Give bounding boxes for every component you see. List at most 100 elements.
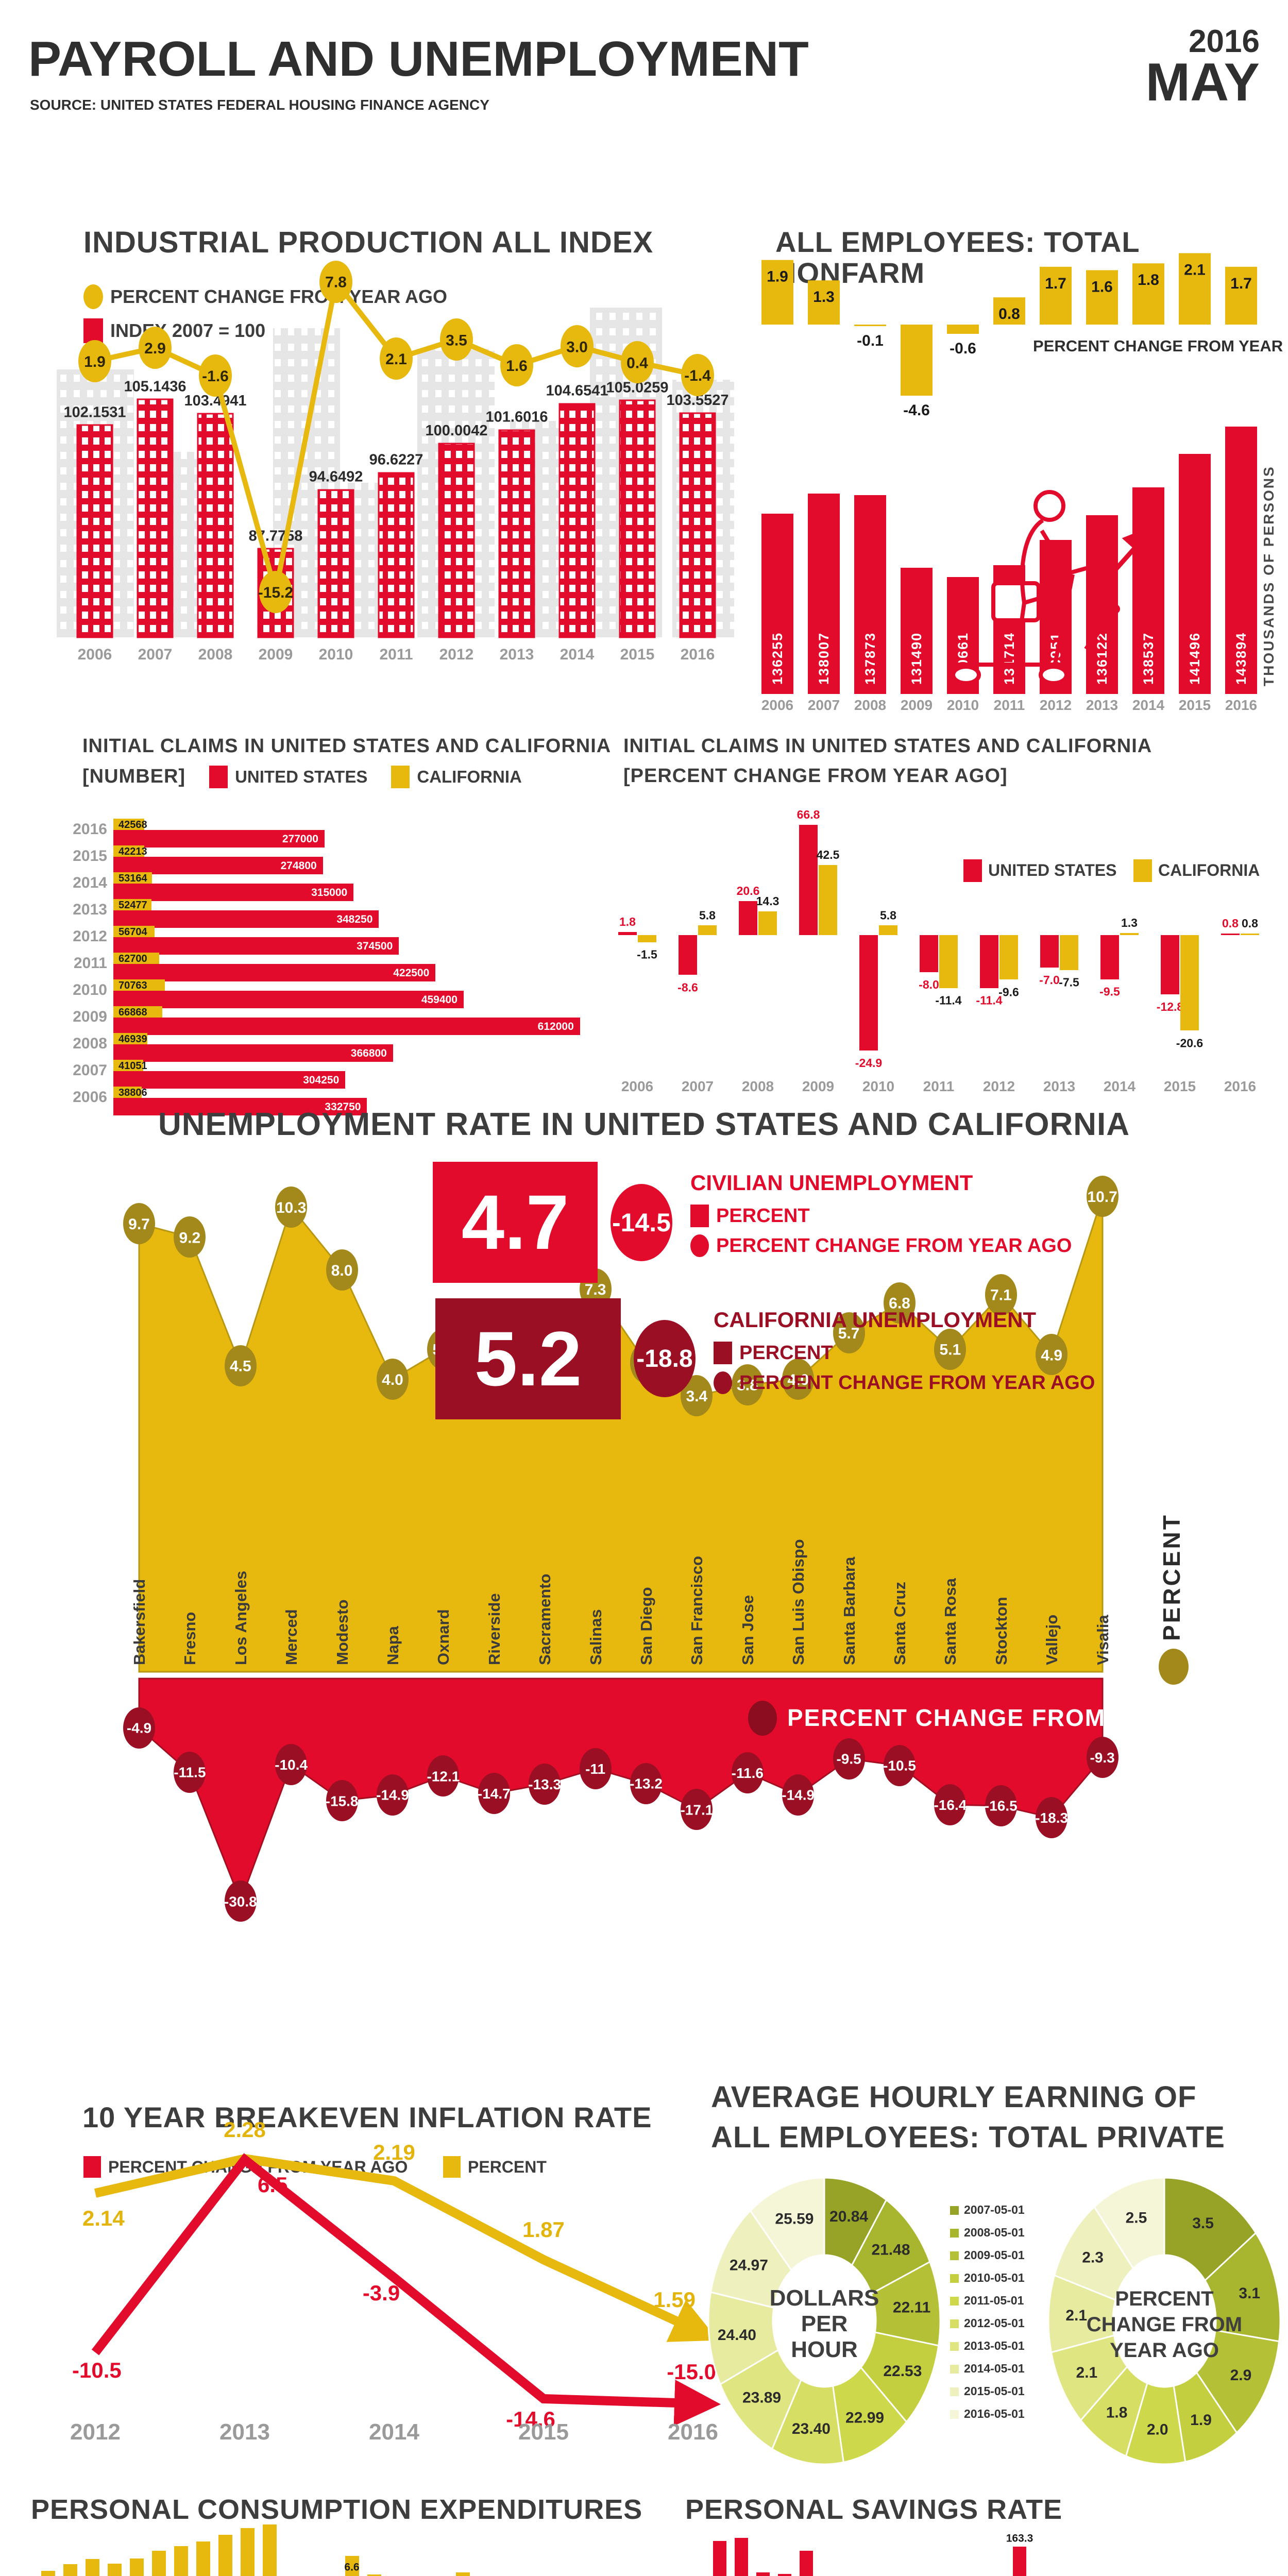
value-label: 2014-05-01	[964, 2362, 1025, 2375]
bar-value-label: 136122	[1094, 632, 1110, 685]
value-label: -9.5	[836, 1751, 861, 1767]
percent-bubble	[1087, 1176, 1118, 1217]
value-label: 2010	[947, 697, 979, 713]
value-label: 101.6016	[486, 409, 548, 426]
us-bar	[113, 830, 325, 848]
billions-bar	[218, 2535, 232, 2576]
value-label: 2012	[70, 2419, 121, 2445]
value-label: -0.1	[857, 332, 884, 349]
ca-bar	[113, 1060, 143, 1071]
pct-change-bubble	[478, 1773, 510, 1814]
pct-change-bubble	[123, 1707, 155, 1749]
value-label: 2013-05-01	[964, 2339, 1025, 2352]
earnings-donut-charts: 20.84 21.48 22.11 22.53 22.99 23.40 23.89 24.40…	[680, 2164, 1288, 2499]
value-label: 2013	[1043, 1078, 1075, 1094]
value-label: PERCENT	[1115, 2287, 1213, 2310]
breakeven-legend-gold: PERCENT	[443, 2156, 547, 2178]
percent-bubble	[833, 1312, 865, 1353]
value-label: -9.5	[1099, 985, 1120, 998]
claims-pct-title1: INITIAL CLAIMS IN UNITED STATES AND CALI…	[623, 735, 1153, 757]
value-label: -15.8	[326, 1793, 359, 1809]
value-label: -12.1	[427, 1768, 460, 1784]
value-label: 1.59	[653, 2287, 696, 2312]
donut-slice	[707, 2291, 779, 2385]
percent-bubble	[225, 1345, 257, 1386]
percent-axis-icon	[1159, 1649, 1189, 1685]
page-source: SOURCE: UNITED STATES FEDERAL HOUSING FI…	[30, 97, 489, 113]
value-label: 9.7	[128, 1216, 150, 1233]
ca-bar	[113, 979, 165, 991]
legend-swatch	[950, 2206, 959, 2215]
value-label: -11.4	[935, 994, 961, 1007]
value-label: 4.5	[230, 1358, 251, 1375]
value-label: 2012	[983, 1078, 1015, 1094]
industrial-legend-bar: INDEX 2007 = 100	[83, 318, 265, 343]
pct-bar	[1100, 935, 1119, 979]
value-label: UNITED STATES	[988, 861, 1116, 879]
value-label: 2012	[439, 646, 474, 663]
value-label: 3.5	[446, 332, 467, 349]
percent-bar	[800, 2551, 813, 2576]
savings-title: PERSONAL SAVINGS RATE	[685, 2494, 1063, 2525]
value-label: 277000	[282, 833, 318, 845]
savings-charts: 3.220063.020077.920088.120096.020105.920…	[659, 2524, 1288, 2576]
us-legend-icon	[209, 766, 228, 788]
value-label: 2008	[854, 697, 886, 713]
value-label: 8.0	[331, 1262, 353, 1279]
pct-change-bubble	[580, 1748, 612, 1789]
percent-bubble	[985, 1274, 1017, 1315]
value-label: 53164	[118, 873, 147, 884]
ca-bar	[113, 926, 155, 937]
value-label: 2016	[1224, 1078, 1256, 1094]
industrial-title: INDUSTRIAL PRODUCTION ALL INDEX	[83, 226, 654, 259]
value-label: -14.7	[478, 1786, 511, 1802]
employees-bar	[1132, 487, 1164, 694]
value-label: 3.5	[1192, 2215, 1214, 2232]
value-label: 2015	[1179, 697, 1211, 713]
ca-bar	[113, 953, 159, 964]
pct-bar	[367, 2574, 381, 2576]
date-year: 2016	[1189, 24, 1260, 59]
pct-bar	[999, 935, 1018, 979]
value-label: PERCENT CHANGE FROM YEAR AGO	[1033, 337, 1283, 355]
value-label: 10.3	[276, 1199, 306, 1216]
value-label: 2014	[1132, 697, 1165, 713]
city-label: Santa Barbara	[840, 1556, 858, 1665]
ca-bar	[113, 819, 144, 830]
line-bubble	[440, 318, 473, 361]
pct-bar	[859, 935, 878, 1050]
value-label: 3.8	[737, 1377, 758, 1394]
billions-bar	[196, 2541, 210, 2576]
line-bubble	[139, 327, 172, 369]
value-label: 3.1	[1239, 2285, 1260, 2302]
value-label: 2007	[138, 646, 173, 663]
scooter-figure-decoration	[951, 490, 1089, 685]
percent-square-icon	[690, 1205, 709, 1227]
earnings-title2: ALL EMPLOYEES: TOTAL PRIVATE	[711, 2121, 1225, 2154]
value-label: 4.0	[787, 1371, 809, 1388]
percent-bar	[713, 2541, 726, 2576]
value-label: 304250	[303, 1074, 339, 1086]
bar-legend-icon	[83, 318, 103, 343]
billions-bar	[152, 2551, 166, 2576]
legend-swatch	[950, 2251, 959, 2260]
city-label: Vallejo	[1043, 1615, 1061, 1665]
donut-slice	[1204, 2231, 1281, 2343]
pct-bar	[345, 2556, 359, 2576]
value-label: 1.3	[813, 289, 835, 306]
value-label: -16.5	[985, 1798, 1018, 1814]
pct-change-bubble	[427, 1755, 459, 1797]
us-bar	[113, 1018, 580, 1035]
donut-slice	[1195, 2329, 1280, 2434]
value-label: 22.53	[883, 2363, 922, 2380]
value-label: -11.4	[976, 994, 1002, 1007]
value-label: 2.14	[82, 2206, 125, 2230]
value-label: 2.3	[1082, 2249, 1104, 2266]
employees-bar	[1225, 427, 1257, 694]
employees-bar	[761, 514, 793, 694]
donut-slice	[749, 2177, 825, 2272]
line-bubble	[78, 340, 111, 382]
percent-axis-label: PERCENT	[1158, 1513, 1185, 1641]
pct-bar	[761, 260, 793, 325]
value-label: 1.6	[506, 358, 528, 375]
